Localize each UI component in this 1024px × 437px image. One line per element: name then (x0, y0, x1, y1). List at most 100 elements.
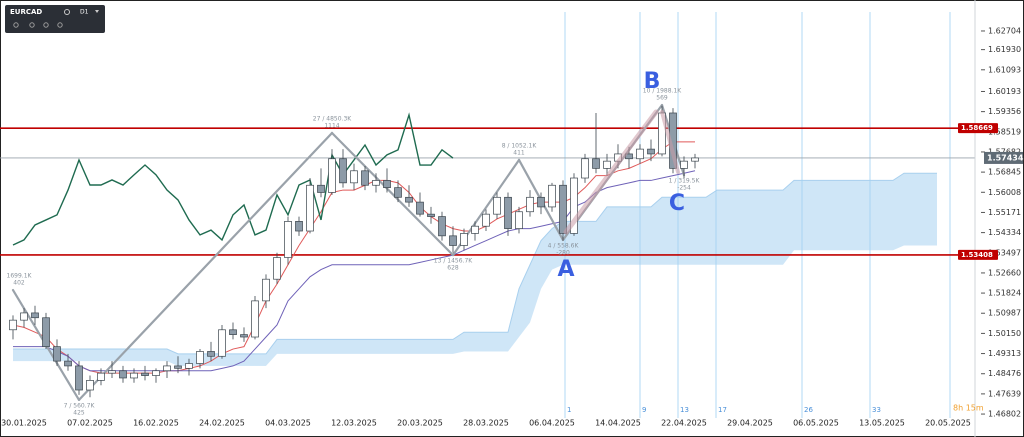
candle-body (427, 213, 435, 217)
cloud-segment (409, 339, 420, 354)
y-tick-label: 1.48476 (988, 369, 1021, 378)
x-tick-label: 28.03.2025 (463, 419, 509, 428)
wave-label: C (669, 191, 685, 216)
candle-body (284, 221, 292, 258)
candle-body (240, 334, 248, 338)
candle-body (9, 319, 17, 331)
candle-body (482, 213, 490, 227)
pivot-label: 10 / 1988.1K (643, 88, 682, 95)
cloud-segment (673, 197, 684, 265)
x-tick-label: 04.03.2025 (265, 419, 311, 428)
candle-body (20, 312, 28, 321)
cloud-segment (618, 206, 629, 265)
candle-body (218, 329, 226, 357)
candle-body (86, 380, 94, 391)
candle-body (306, 184, 314, 232)
cloud-segment (893, 173, 904, 251)
cloud-segment (838, 180, 849, 251)
candle-body (537, 196, 545, 208)
cloud-segment (222, 353, 233, 366)
y-tick-label: 1.51824 (988, 289, 1021, 298)
y-tick-label: 1.58519 (988, 127, 1021, 136)
candle-body (108, 370, 116, 374)
pivot-label: 1 / 319.5K (669, 178, 701, 185)
cloud-segment (475, 332, 486, 352)
x-tick-label: 13.05.2025 (859, 419, 905, 428)
cloud-segment (178, 353, 189, 366)
candle-body (526, 196, 534, 213)
y-tick-label: 1.62704 (988, 26, 1021, 35)
tool-icon (57, 22, 63, 28)
cloud-segment (288, 339, 299, 354)
candle-body (64, 360, 72, 367)
pivot-label: 8 / 1052.1K (502, 142, 538, 149)
pivot-label: 402 (13, 280, 25, 287)
symbol: EURCAD (10, 8, 42, 16)
cloud-segment (585, 221, 596, 265)
last-price-label: 1.57434 (987, 153, 1024, 162)
cloud-segment (695, 197, 706, 265)
wave-arrow (563, 109, 659, 235)
candle-body (361, 170, 369, 186)
cycle-label: 1 (567, 406, 571, 414)
cloud-segment (860, 180, 871, 251)
cloud-segment (640, 206, 651, 265)
cloud-segment (112, 349, 123, 362)
pivot-label: 1699.1K (7, 273, 33, 280)
x-tick-label: 24.02.2025 (199, 419, 245, 428)
tool-icon (29, 22, 35, 28)
candle-body (141, 372, 149, 376)
cloud-segment (717, 190, 728, 265)
cloud-segment (101, 349, 112, 362)
cloud-segment (332, 339, 343, 354)
timeframe[interactable]: D1 (80, 9, 89, 16)
pivot-label: 411 (513, 149, 525, 156)
zigzag-segment (77, 131, 334, 401)
candle-body (75, 365, 83, 391)
cloud-segment (805, 180, 816, 251)
y-tick-label: 1.47639 (988, 389, 1021, 398)
candle-body (273, 257, 281, 280)
y-tick-label: 1.46802 (988, 410, 1021, 419)
cloud-segment (233, 353, 244, 366)
cloud-segment (398, 339, 409, 354)
x-tick-label: 06.04.2025 (529, 419, 575, 428)
cloud-segment (761, 190, 772, 265)
y-tick-label: 1.56845 (988, 168, 1021, 177)
candle-body (493, 196, 501, 215)
candle-body (119, 370, 127, 379)
candle-body (174, 365, 182, 369)
cycle-label: 17 (718, 406, 727, 414)
cloud-segment (508, 288, 519, 352)
x-tick-label: 14.04.2025 (595, 419, 641, 428)
pivot-label: -254 (677, 185, 691, 192)
candle-body (603, 160, 611, 169)
x-tick-label: 20.03.2025 (397, 419, 443, 428)
x-tick-label: 22.04.2025 (661, 419, 707, 428)
pivot-label: 13 / 1456.7K (434, 258, 473, 265)
cloud-segment (354, 339, 365, 354)
cloud-segment (519, 264, 530, 338)
cloud-segment (277, 339, 288, 354)
pivot-label: 1114 (324, 122, 339, 129)
candle-body (570, 177, 578, 234)
cloud-segment (904, 173, 915, 246)
candle-body (548, 184, 556, 208)
candle-body (163, 365, 171, 372)
cycle-label: 13 (680, 406, 689, 414)
cloud-segment (486, 332, 497, 352)
cloud-segment (926, 173, 937, 246)
candle-body (262, 278, 270, 302)
candle-body (196, 351, 204, 364)
cloud-segment (79, 349, 90, 362)
cloud-segment (453, 332, 464, 354)
candle-body (416, 201, 424, 215)
y-tick-label: 1.59356 (988, 107, 1021, 116)
cloud-segment (827, 180, 838, 251)
candle-body (460, 233, 468, 246)
candle-body (592, 158, 600, 169)
wave-label: A (557, 257, 574, 282)
pivot-label: -280 (556, 249, 570, 256)
y-tick-label: 1.56008 (988, 188, 1021, 197)
